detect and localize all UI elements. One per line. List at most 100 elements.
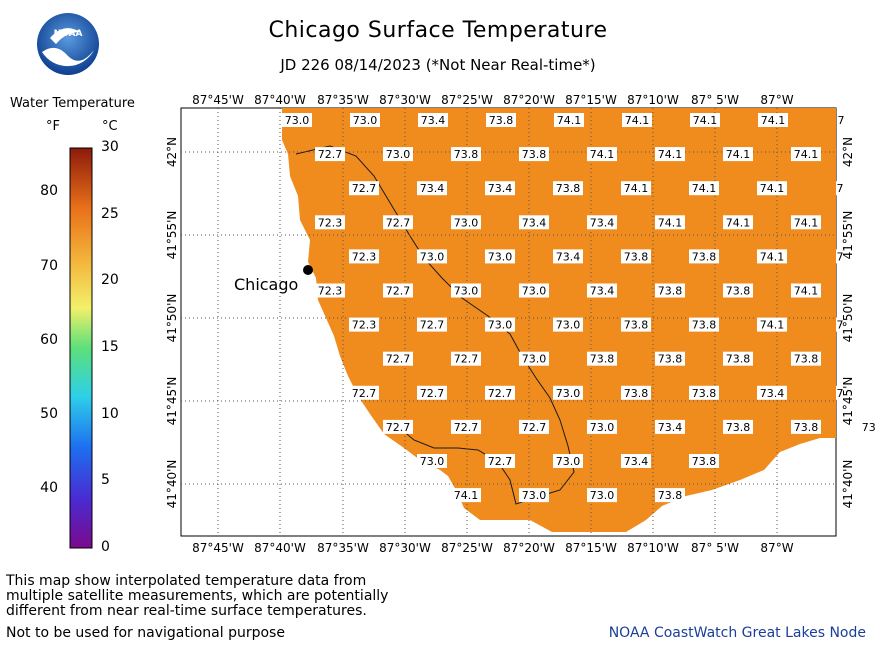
temp-value-text: 72.7 (454, 421, 479, 434)
temp-value-label: 73.8 (621, 317, 651, 332)
lat-label: 42°N (841, 137, 855, 167)
legend-tick-f: 60 (40, 331, 58, 348)
temp-value-text: 73.4 (488, 182, 513, 195)
temp-value-text: 73.4 (760, 387, 785, 400)
temp-value-text: 74.1 (726, 216, 751, 229)
legend-tick-f: 80 (40, 183, 58, 200)
temp-value-label: 74.1 (655, 215, 685, 230)
temp-value-text: 72.7 (420, 319, 445, 332)
temp-value-label: 74.1 (757, 249, 787, 264)
temp-value-label: 73.4 (859, 419, 876, 434)
latitude-labels-left: 42°N 41°55'N 41°50'N 41°45'N 41°40'N (165, 137, 179, 509)
legend-unit-c: °C (102, 119, 118, 134)
temp-value-label: 74.1 (791, 147, 821, 162)
lat-label: 41°55'N (165, 211, 179, 260)
temp-value-label: 73.4 (587, 215, 617, 230)
temp-value-text: 74.1 (760, 250, 785, 263)
temp-value-text: 73.8 (726, 353, 751, 366)
legend-tick-f: 70 (40, 257, 58, 274)
longitude-labels-top: 87°45'W 87°40'W 87°35'W 87°30'W 87°25'W 87°20… (192, 93, 794, 107)
lat-label: 41°50'N (165, 294, 179, 343)
temp-value-label: 74.1 (587, 147, 617, 162)
temp-value-text: 73.0 (556, 387, 581, 400)
legend-tick-c: 30 (101, 139, 119, 155)
temp-value-label: 73.8 (621, 249, 651, 264)
temp-value-label: 72.7 (451, 419, 481, 434)
temp-value-label: 73.0 (519, 488, 549, 503)
temp-value-label: 74.1 (791, 215, 821, 230)
footer-note-line: different from near real-time surface te… (6, 603, 367, 619)
temp-value-text: 74.1 (658, 216, 683, 229)
temp-value-label: 72.7 (383, 419, 413, 434)
lon-label: 87°10'W (627, 541, 679, 555)
lat-label: 41°40'N (165, 460, 179, 509)
temp-value-label: 72.3 (315, 215, 345, 230)
temp-value-label: 72.7 (349, 181, 379, 196)
temp-value-text: 73.8 (794, 353, 819, 366)
temp-value-text: 73.8 (590, 353, 615, 366)
temp-value-text: 73.4 (421, 114, 446, 127)
lon-label: 87°20'W (503, 93, 555, 107)
temp-value-text: 7 (837, 182, 844, 195)
temp-value-label: 7 (836, 317, 844, 332)
temp-value-text: 73.0 (454, 216, 479, 229)
footer-note: This map show interpolated temperature d… (6, 574, 388, 619)
lon-label: 87°25'W (441, 93, 493, 107)
logo-text: NOAA (54, 29, 83, 39)
temp-value-label: 73.4 (417, 181, 447, 196)
temp-value-label: 72.3 (315, 283, 345, 298)
temp-value-label: 73.8 (655, 283, 685, 298)
temp-value-label: 73.0 (485, 249, 515, 264)
temp-value-text: 73.0 (488, 319, 513, 332)
temp-value-text: 73.8 (624, 387, 649, 400)
footer-note-line: multiple satellite measurements, which a… (6, 588, 389, 604)
lon-label: 87°35'W (317, 93, 369, 107)
lon-label: 87°45'W (192, 93, 244, 107)
temp-value-label: 74.1 (655, 147, 685, 162)
temp-value-text: 73.0 (488, 250, 513, 263)
legend-tick-f: 40 (40, 479, 58, 496)
temp-value-label: 74.1 (723, 147, 753, 162)
color-scale-bar (69, 147, 93, 549)
temp-value-text: 73.0 (522, 285, 547, 298)
temp-value-label: 73.4 (621, 454, 651, 468)
temp-value-label: 72.3 (349, 249, 379, 264)
temp-value-text: 73.0 (522, 353, 547, 366)
temp-value-text: 73.8 (454, 148, 479, 161)
temp-value-label: 73.0 (553, 454, 583, 468)
temp-value-text: 72.7 (386, 421, 411, 434)
temp-value-text: 73.8 (489, 114, 514, 127)
temp-value-text: 73.0 (556, 319, 581, 332)
temp-value-text: 72.7 (488, 387, 513, 400)
temp-value-label: 73.4 (587, 283, 617, 298)
temp-value-text: 73.8 (522, 148, 547, 161)
temp-value-text: 72.7 (420, 387, 445, 400)
temp-value-text: 73.0 (522, 489, 547, 502)
temp-value-text: 7 (837, 250, 844, 263)
temp-value-text: 72.7 (522, 421, 547, 434)
map-area: 73.0 73.0 73.4 73.8 74.1 74.1 74.1 74.1 7 72.7 73.… (165, 93, 876, 555)
temp-value-label: 7 (836, 249, 844, 264)
temp-value-text: 73.0 (454, 285, 479, 298)
temp-value-text: 73.4 (556, 250, 581, 263)
chicago-marker (303, 265, 313, 275)
lon-label: 87° 5'W (691, 93, 739, 107)
temp-value-label: 73.8 (791, 351, 821, 366)
temp-value-text: 7 (837, 319, 844, 332)
temp-value-label: 73.8 (553, 181, 583, 196)
temp-value-text: 73.8 (556, 182, 581, 195)
temp-value-label: 73.0 (451, 215, 481, 230)
temp-value-text: 73.0 (590, 489, 615, 502)
temp-value-text: 72.7 (386, 216, 411, 229)
temp-value-label: 73.8 (723, 351, 753, 366)
temp-value-label: 73.4 (418, 113, 448, 127)
temp-value-text: 72.7 (318, 148, 343, 161)
temp-value-label: 73.0 (417, 454, 447, 468)
temp-value-text: 74.1 (693, 114, 718, 127)
temp-value-label: 73.0 (553, 317, 583, 332)
temp-value-text: 73.8 (692, 455, 717, 468)
lon-label: 87°W (760, 541, 793, 555)
temp-value-label: 74.1 (690, 113, 720, 127)
temp-value-label: 7 (836, 181, 844, 196)
longitude-labels-bottom: 87°45'W 87°40'W 87°35'W 87°30'W 87°25'W 87°20… (192, 541, 794, 555)
